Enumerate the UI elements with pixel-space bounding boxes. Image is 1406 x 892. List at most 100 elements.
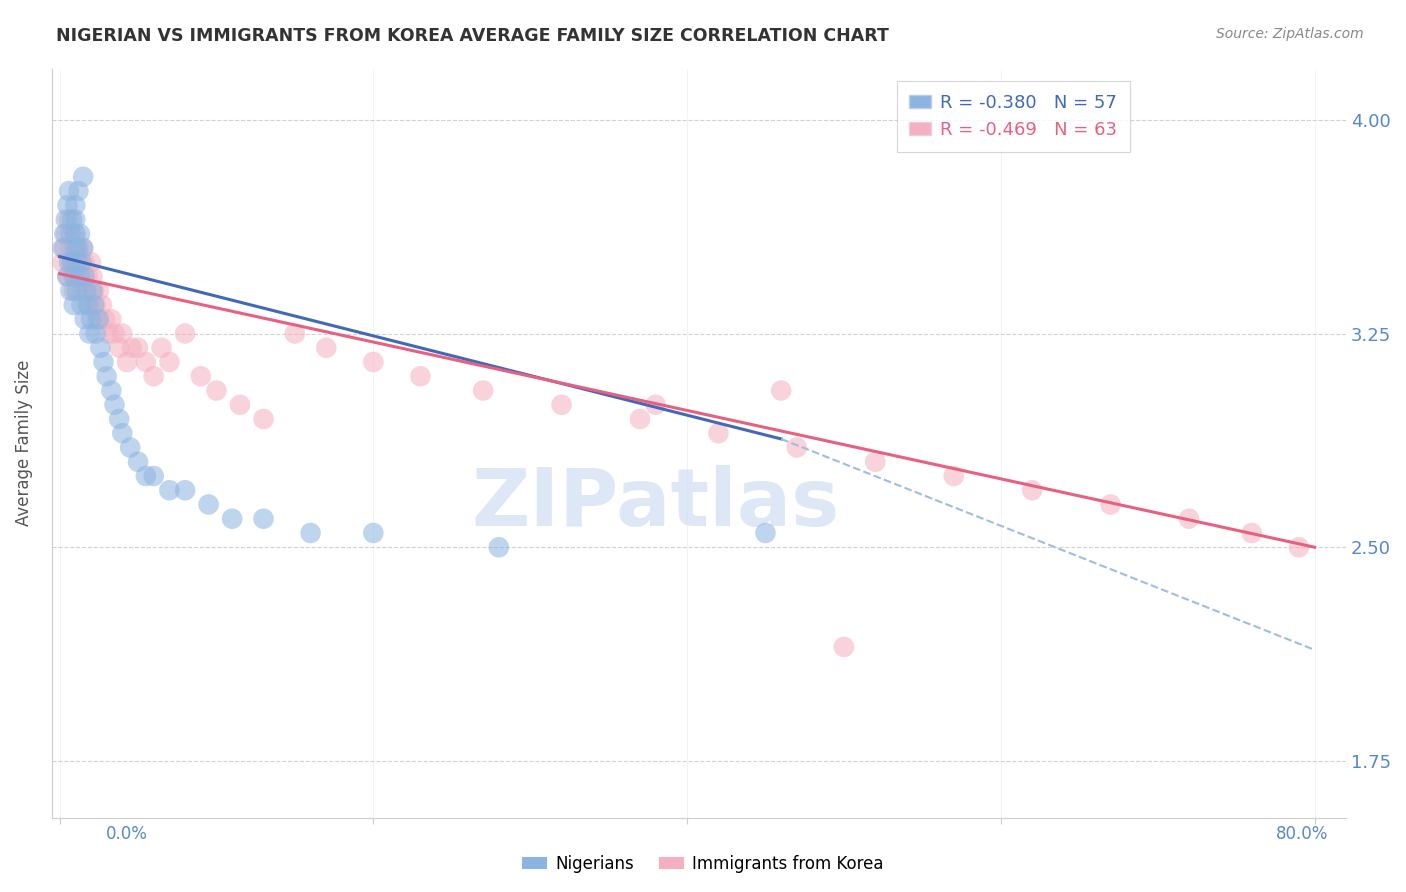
Point <box>299 526 322 541</box>
Point <box>1288 540 1310 554</box>
Point <box>284 326 307 341</box>
Legend: R = -0.380   N = 57, R = -0.469   N = 63: R = -0.380 N = 57, R = -0.469 N = 63 <box>897 81 1130 152</box>
Point <box>56 198 79 212</box>
Point <box>472 384 495 398</box>
Point <box>174 326 197 341</box>
Point <box>55 212 77 227</box>
Point <box>65 198 87 212</box>
Text: ZIPatlas: ZIPatlas <box>471 466 839 543</box>
Point <box>55 227 77 241</box>
Point <box>127 341 149 355</box>
Point <box>770 384 793 398</box>
Point <box>754 526 776 541</box>
Point <box>59 284 82 298</box>
Point <box>56 269 79 284</box>
Point <box>67 241 90 255</box>
Point <box>67 184 90 198</box>
Point <box>707 426 730 441</box>
Point <box>69 227 91 241</box>
Point <box>91 298 114 312</box>
Point <box>53 227 76 241</box>
Point <box>142 369 165 384</box>
Point <box>65 227 87 241</box>
Point <box>79 298 101 312</box>
Point <box>865 455 887 469</box>
Point <box>62 284 84 298</box>
Point <box>70 298 93 312</box>
Point <box>60 255 83 269</box>
Point <box>76 298 98 312</box>
Point <box>103 326 125 341</box>
Y-axis label: Average Family Size: Average Family Size <box>15 360 32 526</box>
Point <box>93 355 115 369</box>
Point <box>73 312 96 326</box>
Point <box>94 312 117 326</box>
Point <box>252 412 274 426</box>
Point <box>67 255 90 269</box>
Point <box>82 284 104 298</box>
Point <box>59 241 82 255</box>
Point <box>135 355 157 369</box>
Point <box>86 312 108 326</box>
Point <box>157 483 180 498</box>
Point <box>72 241 94 255</box>
Point <box>221 512 243 526</box>
Text: NIGERIAN VS IMMIGRANTS FROM KOREA AVERAGE FAMILY SIZE CORRELATION CHART: NIGERIAN VS IMMIGRANTS FROM KOREA AVERAG… <box>56 27 889 45</box>
Point <box>84 298 107 312</box>
Point <box>363 526 385 541</box>
Point <box>205 384 228 398</box>
Point <box>60 212 83 227</box>
Point <box>65 227 87 241</box>
Point <box>942 469 965 483</box>
Point <box>65 269 87 284</box>
Point <box>197 498 219 512</box>
Point <box>66 284 89 298</box>
Point <box>59 227 82 241</box>
Point <box>628 412 651 426</box>
Point <box>87 284 110 298</box>
Point <box>82 269 104 284</box>
Point <box>97 326 120 341</box>
Point <box>58 212 80 227</box>
Point <box>120 441 142 455</box>
Point <box>62 298 84 312</box>
Point <box>363 355 385 369</box>
Point <box>229 398 252 412</box>
Point <box>75 284 97 298</box>
Point <box>108 412 131 426</box>
Point <box>65 241 87 255</box>
Point <box>83 284 105 298</box>
Point <box>83 298 105 312</box>
Point <box>786 441 808 455</box>
Point <box>62 269 84 284</box>
Point <box>69 269 91 284</box>
Point <box>135 469 157 483</box>
Point <box>52 255 75 269</box>
Point <box>100 384 122 398</box>
Point <box>80 255 103 269</box>
Point <box>1178 512 1201 526</box>
Point <box>121 341 143 355</box>
Point <box>73 269 96 284</box>
Point <box>66 241 89 255</box>
Point <box>315 341 337 355</box>
Point <box>108 341 131 355</box>
Point <box>80 312 103 326</box>
Point <box>89 341 111 355</box>
Point <box>72 169 94 184</box>
Point <box>1021 483 1043 498</box>
Point <box>100 312 122 326</box>
Point <box>56 269 79 284</box>
Point <box>66 255 89 269</box>
Point <box>52 241 75 255</box>
Text: 80.0%: 80.0% <box>1277 825 1329 843</box>
Point <box>70 284 93 298</box>
Point <box>150 341 173 355</box>
Point <box>644 398 666 412</box>
Text: Source: ZipAtlas.com: Source: ZipAtlas.com <box>1216 27 1364 41</box>
Point <box>69 269 91 284</box>
Point <box>76 269 98 284</box>
Text: 0.0%: 0.0% <box>105 825 148 843</box>
Point <box>190 369 212 384</box>
Point <box>103 398 125 412</box>
